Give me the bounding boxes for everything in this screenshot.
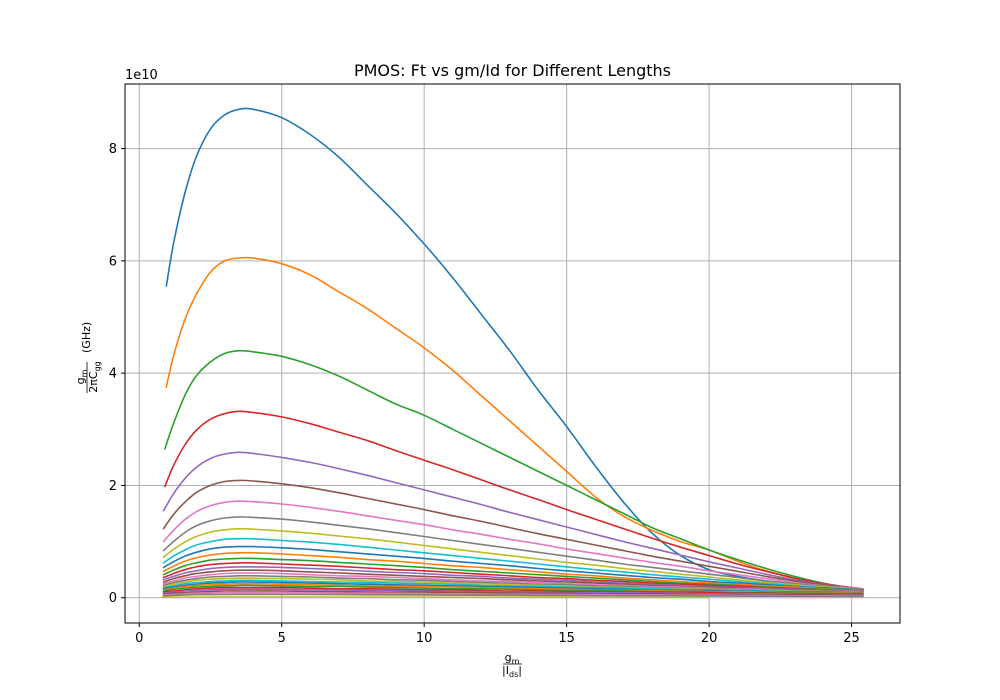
svg-text:gm: gm: [74, 369, 89, 384]
x-tick-label: 20: [701, 631, 718, 646]
series-line-10: [162, 537, 864, 591]
series-line-7: [162, 500, 864, 590]
x-axis-label: gm |Ids|: [502, 651, 522, 679]
y-axis-ticks: 0 2 4 6 8: [109, 142, 125, 606]
y-offset-text: 1e10: [125, 68, 158, 83]
series-line-28: [162, 593, 864, 598]
svg-text:2πCgg: 2πCgg: [87, 361, 102, 392]
x-axis-ticks: 0 5 10 15 20 25: [135, 623, 860, 646]
y-tick-label: 4: [109, 367, 117, 382]
series-line-22: [162, 582, 864, 595]
y-label-unit: (GHz): [80, 322, 93, 353]
svg-text:|Ids|: |Ids|: [502, 664, 522, 679]
series-line-12: [162, 551, 864, 591]
plot-area: [124, 83, 901, 624]
x-label-denominator-close: |: [518, 664, 522, 677]
x-tick-label: 5: [278, 631, 286, 646]
series-line-2: [165, 256, 864, 590]
x-tick-label: 15: [558, 631, 575, 646]
x-label-numerator: g: [505, 651, 512, 664]
series-line-26: [162, 590, 864, 597]
series-line-13: [162, 557, 864, 592]
y-tick-label: 8: [109, 142, 117, 157]
y-label-denominator-sub: gg: [93, 361, 102, 371]
y-tick-label: 2: [109, 479, 117, 494]
series-line-1: [165, 107, 864, 591]
series-group: [161, 107, 864, 599]
grid: [125, 84, 900, 623]
y-label-numerator-sub: m: [80, 369, 89, 377]
x-tick-label: 10: [416, 631, 433, 646]
series-line-14: [162, 561, 864, 592]
series-line-11: [162, 545, 864, 591]
x-tick-label: 25: [843, 631, 860, 646]
y-label-numerator: g: [74, 377, 87, 384]
series-line-6: [162, 479, 864, 590]
y-tick-label: 6: [109, 254, 117, 269]
x-tick-label: 0: [135, 631, 143, 646]
y-tick-label: 0: [109, 591, 117, 606]
series-line-8: [162, 516, 864, 591]
series-line-9: [162, 527, 864, 591]
series-line-3: [164, 349, 864, 590]
svg-text:gm: gm: [505, 651, 520, 666]
chart-title: PMOS: Ft vs gm/Id for Different Lengths: [354, 61, 671, 80]
series-line-5: [162, 451, 864, 590]
x-label-denominator-sub: ds: [509, 670, 518, 679]
x-label-denominator: |I: [502, 664, 509, 677]
y-label-denominator: 2πC: [87, 371, 100, 393]
x-label-numerator-sub: m: [512, 657, 520, 666]
series-line-4: [164, 410, 864, 590]
y-axis-label: gm 2πCgg (GHz): [74, 322, 102, 393]
plot-frame: [124, 83, 901, 624]
